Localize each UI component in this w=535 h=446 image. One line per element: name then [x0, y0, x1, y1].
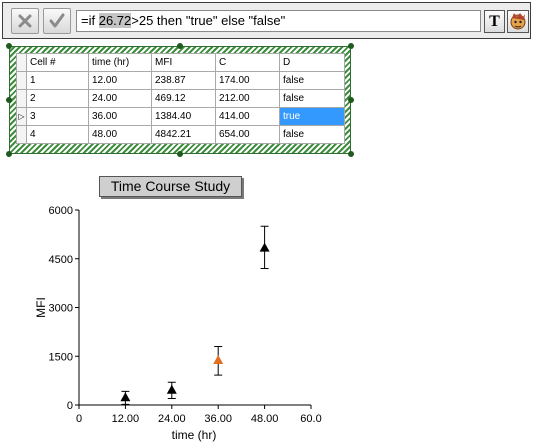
formula-wizard-button[interactable]	[507, 10, 529, 33]
table-header-row: Cell # time (hr) MFI C D	[16, 53, 345, 72]
selected-table-cell[interactable]: true	[279, 107, 345, 126]
x-tick-label: 48.00	[251, 413, 279, 425]
resize-handle-bottom-right[interactable]	[348, 151, 354, 157]
x-tick-label: 36.00	[204, 413, 232, 425]
resize-handle-top-right[interactable]	[348, 43, 354, 49]
formula-suffix: >25 then "true" else "false"	[131, 13, 286, 28]
wizard-face-icon	[510, 13, 526, 30]
x-tick-label: 12.00	[112, 413, 140, 425]
checkmark-icon	[49, 13, 65, 28]
resize-handle-top-left[interactable]	[6, 43, 12, 49]
text-tool-button[interactable]: T	[484, 10, 505, 33]
cancel-formula-button[interactable]	[11, 8, 39, 34]
data-table: Cell # time (hr) MFI C D 1 12.00 238.87 …	[16, 53, 345, 144]
resize-handle-bottom[interactable]	[177, 151, 183, 157]
resize-handle-bottom-left[interactable]	[6, 151, 12, 157]
formula-bar: =if 26.72>25 then "true" else "false" T	[2, 2, 531, 39]
x-axis-label: time (hr)	[172, 428, 217, 442]
formula-input[interactable]: =if 26.72>25 then "true" else "false"	[76, 10, 481, 32]
table-row: ▷ 3 36.00 1384.40 414.00 true	[16, 107, 345, 126]
chart-title[interactable]: Time Course Study	[99, 176, 242, 197]
y-tick-label: 1500	[49, 351, 73, 363]
table-row: 4 48.00 4842.21 654.00 false	[16, 125, 345, 144]
accept-formula-button[interactable]	[43, 8, 71, 34]
data-point-triangle	[259, 242, 270, 252]
resize-handle-left[interactable]	[6, 97, 12, 103]
y-tick-label: 6000	[49, 205, 73, 217]
y-axis-label: MFI	[34, 297, 48, 318]
table-cell[interactable]: 654.00	[215, 125, 280, 144]
y-tick-label: 3000	[49, 303, 73, 315]
x-tick-label: 60.0	[300, 413, 321, 425]
y-tick-label: 4500	[49, 254, 73, 266]
resize-handle-right[interactable]	[348, 97, 354, 103]
table-row: 1 12.00 238.87 174.00 false	[16, 71, 345, 90]
column-header[interactable]: time (hr)	[88, 53, 152, 72]
x-icon	[18, 14, 32, 28]
x-tick-label: 0	[76, 413, 82, 425]
formula-prefix: =if	[81, 13, 99, 28]
table-cell[interactable]: false	[279, 125, 345, 144]
column-header[interactable]: C	[215, 53, 280, 72]
column-header[interactable]: MFI	[151, 53, 216, 72]
table-object-frame[interactable]: Cell # time (hr) MFI C D 1 12.00 238.87 …	[6, 43, 354, 157]
formula-highlighted-value: 26.72	[98, 13, 132, 28]
x-tick-label: 24.00	[158, 413, 186, 425]
data-point-triangle	[120, 392, 131, 402]
data-point-triangle	[213, 355, 224, 365]
table-cell[interactable]: 4	[26, 125, 89, 144]
y-tick-label: 0	[67, 400, 73, 412]
table-cell[interactable]: 48.00	[88, 125, 152, 144]
data-point-triangle	[166, 384, 177, 394]
column-header[interactable]: Cell #	[26, 53, 89, 72]
resize-handle-top[interactable]	[177, 43, 183, 49]
